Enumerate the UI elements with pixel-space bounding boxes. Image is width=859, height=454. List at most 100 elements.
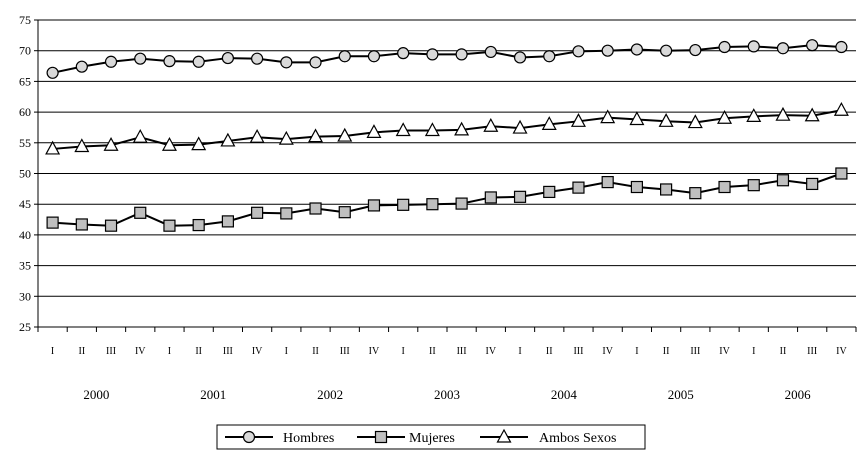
legend-marker [242, 430, 256, 444]
x-tick-label: II [195, 346, 202, 357]
data-point-ambos-sexos [395, 122, 411, 137]
data-point-ambos-sexos [833, 101, 849, 116]
data-point-ambos-sexos [278, 130, 294, 145]
x-tick-label: II [78, 346, 85, 357]
data-point-ambos-sexos [103, 136, 119, 151]
legend: Hombres Mujeres Ambos Sexos [216, 424, 646, 450]
data-point-ambos-sexos [804, 107, 820, 122]
data-point-ambos-sexos [161, 136, 177, 151]
y-tick-label: 70 [19, 44, 31, 58]
data-point-hombres [46, 66, 59, 79]
x-tick-label: IV [369, 346, 380, 357]
data-point-hombres [104, 55, 118, 68]
data-point-ambos-sexos [308, 128, 324, 143]
data-point-hombres [543, 50, 556, 63]
y-axis: 25 30 35 40 45 50 55 60 65 70 75 [19, 13, 39, 334]
x-tick-label: IV [252, 346, 263, 357]
data-point-ambos-sexos [717, 109, 733, 124]
data-point-mujeres [46, 216, 59, 229]
x-tick-label: IV [836, 346, 847, 357]
data-point-ambos-sexos [74, 138, 90, 153]
x-tick-label: I [752, 346, 755, 357]
data-point-mujeres [163, 219, 176, 232]
data-point-mujeres [835, 167, 848, 180]
x-tick-label: IV [602, 346, 613, 357]
year-label: 2005 [668, 387, 694, 402]
x-tick-label: IV [135, 346, 146, 357]
data-point-hombres [367, 50, 381, 63]
data-point-mujeres [280, 207, 293, 220]
data-point-hombres [513, 51, 527, 64]
data-point-hombres [455, 48, 468, 61]
x-tick-label: II [663, 346, 670, 357]
y-tick-label: 50 [19, 167, 31, 181]
data-point-ambos-sexos [600, 109, 616, 124]
data-point-hombres [747, 40, 760, 53]
x-tick-label: II [780, 346, 787, 357]
data-point-mujeres [747, 179, 760, 192]
gridlines [38, 19, 856, 328]
y-tick-label: 45 [19, 197, 31, 211]
series-line-mujeres [52, 172, 842, 227]
data-point-hombres [776, 42, 790, 55]
y-tick-label: 25 [19, 320, 31, 334]
data-point-mujeres [806, 177, 819, 191]
y-tick-label: 60 [19, 105, 31, 119]
x-tick-label: I [402, 346, 405, 357]
data-point-hombres [660, 44, 673, 57]
x-tick-label: III [807, 346, 817, 357]
data-point-mujeres [630, 180, 643, 194]
data-point-hombres [601, 44, 614, 57]
data-point-hombres [280, 56, 293, 69]
data-point-mujeres [455, 197, 468, 210]
data-point-hombres [163, 55, 176, 68]
data-point-hombres [718, 40, 731, 54]
data-point-mujeres [134, 206, 147, 219]
data-point-mujeres [338, 206, 351, 219]
data-point-hombres [835, 40, 848, 54]
x-tick-label: II [546, 346, 553, 357]
data-point-ambos-sexos [570, 113, 586, 127]
year-label: 2004 [551, 387, 578, 402]
legend-label: Hombres [283, 431, 334, 446]
data-point-ambos-sexos [337, 127, 353, 142]
data-point-hombres [689, 43, 702, 57]
x-tick-label: III [573, 346, 583, 357]
year-label: 2001 [200, 387, 226, 402]
x-tick-label: III [690, 346, 700, 357]
y-tick-label: 75 [19, 13, 31, 27]
x-tick-label: I [51, 346, 54, 357]
legend-marker [496, 428, 512, 443]
data-point-mujeres [572, 181, 585, 194]
data-point-hombres [221, 51, 234, 65]
data-point-mujeres [309, 202, 322, 215]
data-point-ambos-sexos [658, 113, 674, 127]
y-tick-label: 40 [19, 228, 31, 242]
series-line-ambos-sexos [52, 109, 842, 150]
y-tick-label: 30 [19, 289, 31, 303]
series-line-hombres [52, 44, 842, 74]
legend-box [216, 424, 646, 450]
y-tick-label: 65 [19, 74, 31, 88]
data-point-ambos-sexos [454, 121, 470, 136]
legend-item-hombres: Hombres [225, 430, 334, 446]
data-point-mujeres [543, 185, 556, 199]
data-point-mujeres [192, 218, 205, 232]
data-point-ambos-sexos [746, 108, 762, 122]
x-tick-label: III [223, 346, 233, 357]
x-tick-label: I [635, 346, 638, 357]
data-point-hombres [338, 50, 351, 63]
x-tick-label: II [429, 346, 436, 357]
data-point-hombres [75, 60, 88, 73]
data-point-hombres [630, 43, 643, 56]
data-point-mujeres [601, 175, 614, 189]
year-label: 2006 [785, 387, 812, 402]
series-ambos-sexos [45, 101, 849, 155]
x-axis: I II III IV I II III IV I II III IV I II III IV I II III IV… [37, 327, 857, 402]
data-point-ambos-sexos [220, 132, 236, 147]
data-point-hombres [426, 48, 439, 61]
data-point-ambos-sexos [541, 116, 557, 130]
data-point-mujeres [104, 219, 118, 232]
legend-label: Ambos Sexos [539, 431, 616, 446]
